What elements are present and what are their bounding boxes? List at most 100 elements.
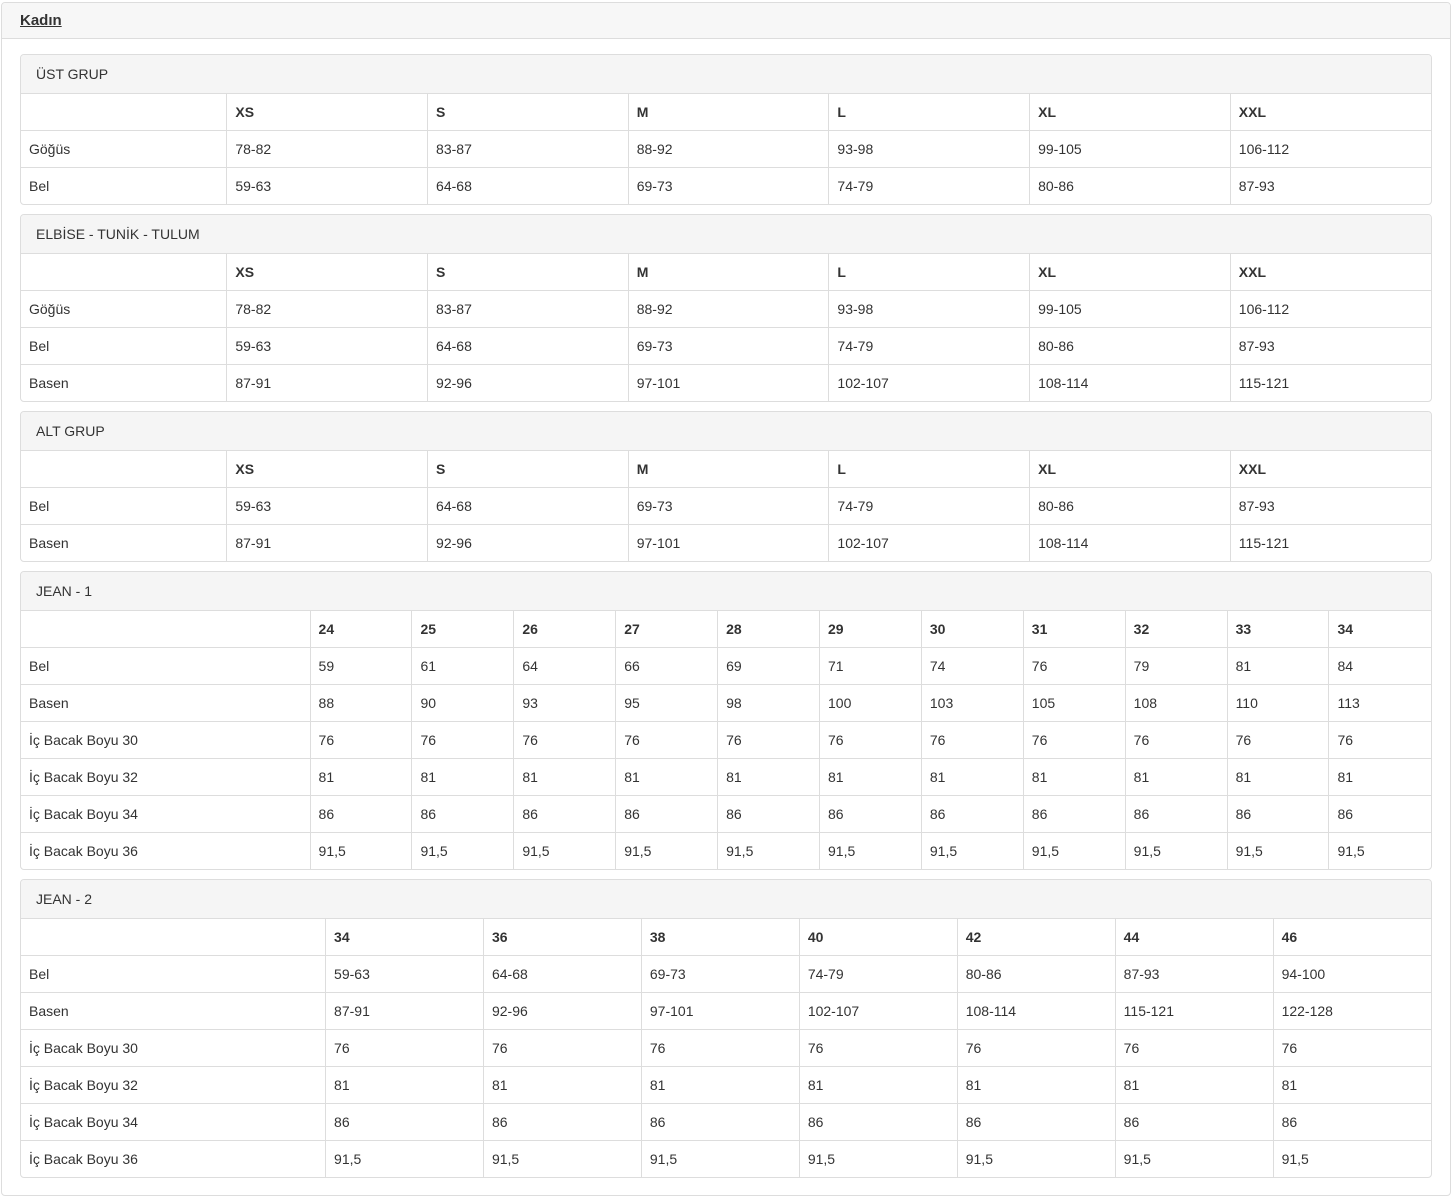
value-cell: 81: [1124, 758, 1228, 796]
value-cell: 59: [309, 647, 413, 685]
corner-cell: [21, 253, 228, 291]
value-cell: 59-63: [226, 167, 429, 204]
gender-tab-kadin[interactable]: Kadın: [20, 12, 62, 29]
value-cell: 66: [615, 647, 719, 685]
table-row: Basen 87-91 92-96 97-101 102-107 108-114 115-1…: [21, 524, 1431, 561]
column-header-cell: XS: [226, 253, 429, 291]
value-cell: 76: [411, 721, 515, 759]
section-heading: JEAN - 1: [21, 572, 1431, 611]
value-cell: 108-114: [956, 992, 1116, 1030]
column-header-cell: 28: [717, 610, 820, 648]
value-cell: 61: [411, 647, 515, 685]
value-cell: 87-93: [1229, 167, 1431, 204]
table-row: Bel 59 61 64 66 69 71 74 76 79 81 84: [21, 647, 1431, 685]
value-cell: 76: [1114, 1029, 1274, 1067]
value-cell: 88-92: [627, 130, 830, 168]
column-header-cell: 33: [1226, 610, 1330, 648]
value-cell: 76: [615, 721, 719, 759]
value-cell: 91,5: [819, 832, 922, 869]
value-cell: 71: [819, 647, 922, 685]
column-header-cell: 30: [920, 610, 1024, 648]
section-heading: ELBİSE - TUNİK - TULUM: [21, 215, 1431, 254]
value-cell: 106-112: [1229, 290, 1431, 328]
column-header-cell: XS: [226, 93, 429, 131]
section-heading: ALT GRUP: [21, 412, 1431, 451]
size-table: XS S M L XL XXL Göğüs 78-82 83-87 88-92 93-98 99-10…: [21, 253, 1431, 401]
table-row: Göğüs 78-82 83-87 88-92 93-98 99-105 106-112: [21, 290, 1431, 328]
value-cell: 86: [1226, 795, 1330, 833]
value-cell: 80-86: [1029, 487, 1231, 525]
row-label-cell: İç Bacak Boyu 34: [21, 795, 311, 833]
value-cell: 81: [1022, 758, 1126, 796]
size-table: 34 36 38 40 42 44 46 Bel 59-63 64-68 69-73 74-79 80-…: [21, 918, 1431, 1177]
column-header-cell: 40: [798, 918, 958, 956]
column-header-cell: XS: [226, 450, 429, 488]
column-header-cell: 36: [482, 918, 642, 956]
row-label-cell: İç Bacak Boyu 36: [21, 1140, 327, 1177]
value-cell: 108-114: [1029, 364, 1231, 401]
value-cell: 86: [325, 1103, 484, 1141]
column-header-cell: M: [627, 450, 830, 488]
value-cell: 69-73: [640, 955, 800, 993]
corner-cell: [21, 610, 311, 648]
section-panel: JEAN - 2 34 36 38 40 42 44 46 Bel 59-63 64-68 69-73…: [20, 879, 1432, 1178]
value-cell: 93-98: [828, 290, 1031, 328]
column-header-cell: 34: [1328, 610, 1431, 648]
column-header-cell: 31: [1022, 610, 1126, 648]
value-cell: 106-112: [1229, 130, 1431, 168]
row-label-cell: İç Bacak Boyu 30: [21, 1029, 327, 1067]
value-cell: 83-87: [427, 130, 629, 168]
value-cell: 76: [1022, 721, 1126, 759]
column-header-cell: 29: [819, 610, 922, 648]
corner-cell: [21, 450, 228, 488]
column-header-row: XS S M L XL XXL: [21, 253, 1431, 291]
column-header-row: 34 36 38 40 42 44 46: [21, 918, 1431, 956]
column-header-cell: XXL: [1229, 93, 1431, 131]
value-cell: 91,5: [411, 832, 515, 869]
value-cell: 90: [411, 684, 515, 722]
page-header: Kadın: [2, 3, 1450, 39]
value-cell: 74-79: [828, 487, 1031, 525]
value-cell: 93-98: [828, 130, 1031, 168]
table-row: İç Bacak Boyu 32 81 81 81 81 81 81 81: [21, 1066, 1431, 1104]
value-cell: 87-91: [226, 364, 429, 401]
value-cell: 76: [482, 1029, 642, 1067]
value-cell: 86: [819, 795, 922, 833]
value-cell: 78-82: [226, 130, 429, 168]
value-cell: 81: [482, 1066, 642, 1104]
value-cell: 64-68: [427, 167, 629, 204]
value-cell: 81: [1226, 758, 1330, 796]
value-cell: 64-68: [482, 955, 642, 993]
column-header-cell: M: [627, 93, 830, 131]
size-table: XS S M L XL XXL Bel 59-63 64-68 69-73 74-79 80-86 87…: [21, 450, 1431, 561]
corner-cell: [21, 918, 327, 956]
section-title: JEAN - 2: [36, 891, 93, 907]
value-cell: 87-93: [1229, 487, 1431, 525]
value-cell: 81: [411, 758, 515, 796]
value-cell: 91,5: [640, 1140, 800, 1177]
value-cell: 69-73: [627, 487, 830, 525]
value-cell: 86: [956, 1103, 1116, 1141]
value-cell: 87-93: [1114, 955, 1274, 993]
value-cell: 91,5: [482, 1140, 642, 1177]
value-cell: 81: [717, 758, 820, 796]
table-row: Göğüs 78-82 83-87 88-92 93-98 99-105 106-112: [21, 130, 1431, 168]
value-cell: 81: [819, 758, 922, 796]
value-cell: 64: [513, 647, 617, 685]
size-table: XS S M L XL XXL Göğüs 78-82 83-87 88-92 93-98 99-10…: [21, 93, 1431, 204]
value-cell: 81: [956, 1066, 1116, 1104]
size-table: 24 25 26 27 28 29 30 31 32 33 34 Bel 59 61 64 66 69 71 74 7…: [21, 610, 1431, 869]
corner-cell: [21, 93, 228, 131]
value-cell: 79: [1124, 647, 1228, 685]
value-cell: 91,5: [798, 1140, 958, 1177]
value-cell: 91,5: [1022, 832, 1126, 869]
column-header-cell: L: [828, 93, 1031, 131]
value-cell: 86: [920, 795, 1024, 833]
value-cell: 91,5: [615, 832, 719, 869]
table-row: Basen 87-91 92-96 97-101 102-107 108-114 115-1…: [21, 364, 1431, 401]
section-panel: ALT GRUP XS S M L XL XXL Bel 59-63 64-68 69-73 74-7…: [20, 411, 1432, 562]
value-cell: 87-91: [325, 992, 484, 1030]
row-label-cell: Basen: [21, 524, 228, 561]
value-cell: 81: [325, 1066, 484, 1104]
table-row: İç Bacak Boyu 30 76 76 76 76 76 76 76: [21, 1029, 1431, 1067]
